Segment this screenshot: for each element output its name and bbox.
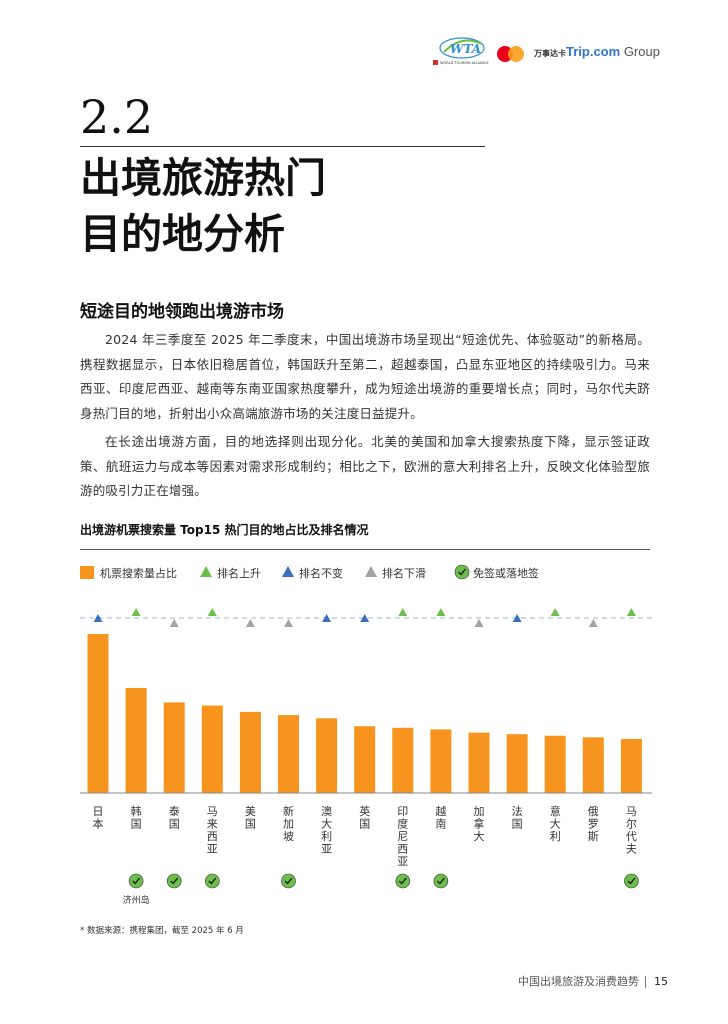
rank-up-icon	[398, 608, 408, 616]
rank-same-icon	[93, 614, 103, 622]
rank-down-icon	[245, 619, 255, 627]
category-label: 美国	[245, 805, 256, 831]
category-label: 法国	[512, 804, 523, 831]
section-title-line2: 目的地分析	[80, 210, 285, 258]
trip-group: Group	[623, 44, 660, 59]
category-label: 马来西亚	[207, 805, 218, 856]
visa-free-icon	[395, 873, 411, 889]
category-label: 意大利	[550, 804, 561, 843]
mastercard-logo	[497, 46, 524, 62]
visa-free-icon	[433, 873, 449, 889]
rank-up-icon	[550, 608, 560, 616]
category-label: 日本	[93, 805, 104, 831]
wta-logo-text: WTA	[450, 42, 481, 56]
rank-down-icon	[474, 619, 484, 627]
legend-down-label: 排名下滑	[382, 566, 426, 580]
legend-visa-icon	[454, 564, 470, 580]
chart-legend: 机票搜索量占比 排名上升 排名不变 排名下滑 免签或落地签	[80, 564, 539, 580]
visa-check-mark	[284, 877, 293, 885]
category-label: 印度尼西亚	[397, 805, 408, 868]
visa-check-mark	[170, 877, 179, 885]
legend-share-label: 机票搜索量占比	[100, 566, 177, 580]
bar-6	[278, 715, 299, 793]
legend-up-label: 排名上升	[217, 566, 261, 580]
bar-5	[239, 711, 261, 793]
paragraph-2: 在长途出境游方面，目的地选择则出现分化。北美的美国和加拿大搜索热度下降，显示签证…	[80, 434, 650, 498]
category-label: 俄罗斯	[588, 805, 599, 843]
bar-9	[392, 727, 414, 793]
sub-heading: 短途目的地领跑出境游市场	[80, 302, 284, 322]
legend-down-icon	[365, 566, 377, 577]
bar-7	[316, 718, 338, 793]
rank-same-icon	[512, 614, 522, 622]
wta-org-name: WORLD TOURISM ALLIANCE	[440, 61, 489, 65]
section-title-line1: 出境旅游热门	[80, 154, 326, 202]
wta-red-mark	[433, 60, 438, 65]
paragraph-1: 2024 年三季度至 2025 年二季度末，中国出境游市场呈现出“短途优先、体验…	[80, 332, 650, 421]
category-label: 泰国	[169, 804, 180, 831]
bar-14	[582, 737, 604, 793]
bar-2	[125, 688, 147, 793]
bar-13	[544, 735, 566, 793]
category-label: 越南	[435, 804, 446, 831]
bar-15	[620, 738, 642, 793]
header-logos: WTA WORLD TOURISM ALLIANCE 万事达卡 Trip.com…	[430, 36, 660, 70]
footer-report-title: 中国出境旅游及消费趋势	[518, 975, 639, 988]
category-label: 英国	[359, 804, 370, 831]
legend-visa-label: 免签或落地签	[473, 566, 539, 580]
rank-same-icon	[322, 614, 332, 622]
visa-free-icon	[166, 873, 182, 889]
visa-check-mark	[132, 877, 141, 885]
visa-note: 济州岛	[123, 894, 150, 906]
legend-share-swatch	[80, 566, 94, 579]
bar-11	[468, 732, 490, 793]
section-number: 2.2	[80, 90, 154, 144]
rank-up-icon	[207, 608, 217, 616]
visa-free-icon	[205, 873, 220, 889]
bar-4	[201, 705, 223, 793]
chart-title: 出境游机票搜索量 Top15 热门目的地占比及排名情况	[80, 523, 369, 537]
visa-free-icon	[128, 873, 144, 889]
rank-down-icon	[284, 619, 293, 627]
bar-3	[163, 702, 185, 793]
visa-free-icon	[624, 873, 639, 889]
trip-brand: Trip.com	[566, 44, 621, 59]
rank-down-icon	[169, 619, 179, 627]
legend-same-label: 排名不变	[299, 566, 343, 580]
rank-up-icon	[626, 608, 636, 616]
bar-8	[354, 726, 376, 793]
visa-check-mark	[398, 877, 407, 885]
bar-10	[430, 729, 452, 793]
bar-1	[87, 634, 109, 793]
rank-down-icon	[588, 619, 598, 627]
title-divider	[80, 146, 485, 147]
page-number: 15	[654, 975, 668, 988]
category-label: 澳大利亚	[321, 805, 332, 856]
category-label: 新加坡	[283, 804, 294, 843]
category-label: 韩国	[131, 804, 142, 831]
visa-check-mark	[627, 877, 636, 885]
page-footer: 中国出境旅游及消费趋势 15	[518, 973, 668, 989]
category-label: 加拿大	[474, 805, 485, 843]
visa-check-mark	[208, 877, 217, 885]
destination-bar-chart: 机票搜索量占比 排名上升 排名不变 排名下滑 免签或落地签 日本韩国济州岛泰国马…	[80, 564, 652, 906]
visa-free-icon	[281, 873, 296, 889]
legend-up-icon	[200, 566, 212, 577]
legend-same-icon	[282, 566, 294, 577]
rank-up-icon	[131, 608, 141, 616]
visa-check-mark	[436, 877, 445, 885]
source-note: * 数据来源：携程集团，截至 2025 年 6 月	[80, 926, 244, 936]
rank-up-icon	[436, 608, 446, 616]
category-label: 马尔代夫	[626, 805, 637, 856]
rank-same-icon	[360, 614, 370, 622]
trip-group-logo: Trip.com Group	[566, 44, 660, 59]
chart-title-rule	[80, 549, 650, 550]
footer-separator	[645, 976, 646, 988]
mastercard-name: 万事达卡	[534, 49, 566, 58]
bar-12	[506, 734, 528, 793]
